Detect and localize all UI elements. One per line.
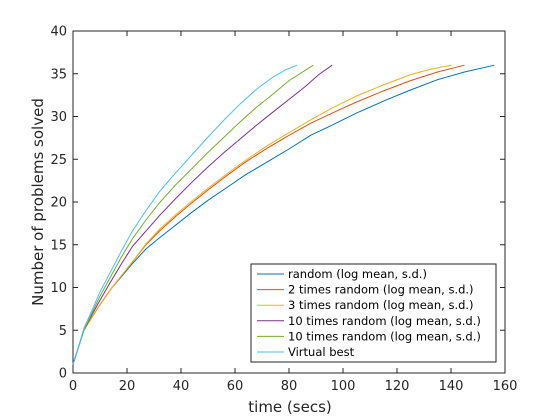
x-tick-label: 120 (385, 379, 410, 394)
x-tick-label: 20 (119, 379, 136, 394)
series-line-5 (72, 64, 314, 365)
series-line-3 (72, 64, 452, 365)
axis-ticks: 0 20 40 60 80 100 120 140 160 0 5 10 15 20 25 30 35 40 (50, 25, 517, 395)
legend-entry-label: 10 times random (log mean, s.d.) (288, 329, 481, 343)
y-tick-label: 25 (50, 153, 67, 168)
x-tick-label: 160 (493, 379, 518, 394)
y-tick-label: 10 (50, 281, 67, 296)
y-tick-label: 40 (50, 25, 67, 40)
series-line-4 (72, 64, 333, 365)
legend-entry-label: 2 times random (log mean, s.d.) (288, 283, 474, 297)
x-tick-label: 80 (281, 379, 298, 394)
legend-entry-label: 10 times random (log mean, s.d.) (288, 314, 481, 328)
y-tick-label: 0 (59, 367, 67, 382)
y-tick-label: 35 (50, 67, 67, 82)
x-tick-label: 60 (227, 379, 244, 394)
x-tick-label: 0 (69, 379, 77, 394)
y-tick-label: 20 (50, 196, 67, 211)
legend: random (log mean, s.d.) 2 times random (l… (250, 263, 497, 363)
x-tick-label: 40 (173, 379, 190, 394)
y-tick-label: 30 (50, 110, 67, 125)
legend-entry-label: random (log mean, s.d.) (288, 267, 427, 281)
y-axis-label: Number of problems solved (29, 98, 47, 306)
series-layer (72, 64, 495, 365)
legend-box (250, 263, 497, 363)
y-tick-label: 15 (50, 238, 67, 253)
x-axis-label: time (secs) (248, 398, 331, 416)
legend-entry-label: Virtual best (288, 345, 355, 359)
y-tick-label: 5 (59, 324, 67, 339)
x-tick-label: 140 (439, 379, 464, 394)
legend-entry-label: 3 times random (log mean, s.d.) (288, 298, 474, 312)
series-line-6 (72, 64, 298, 365)
x-tick-label: 100 (331, 379, 356, 394)
